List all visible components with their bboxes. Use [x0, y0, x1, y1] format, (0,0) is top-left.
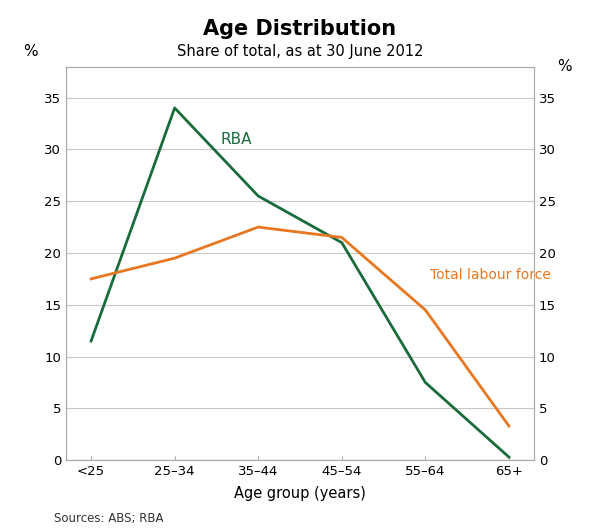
- X-axis label: Age group (years): Age group (years): [234, 486, 366, 501]
- Y-axis label: %: %: [557, 59, 572, 73]
- Y-axis label: %: %: [23, 44, 38, 59]
- Text: Sources: ABS; RBA: Sources: ABS; RBA: [54, 512, 163, 525]
- Text: Age Distribution: Age Distribution: [203, 19, 397, 39]
- Text: RBA: RBA: [221, 132, 252, 147]
- Text: Share of total, as at 30 June 2012: Share of total, as at 30 June 2012: [177, 44, 423, 59]
- Text: Total labour force: Total labour force: [430, 268, 550, 282]
